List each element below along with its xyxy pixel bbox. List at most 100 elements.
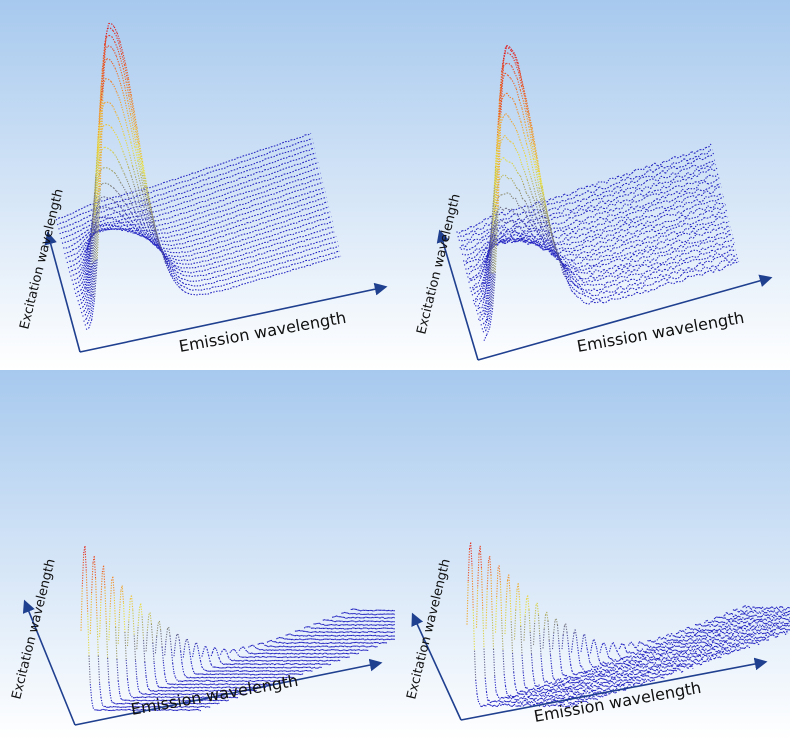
trace-18 [65, 172, 321, 259]
x-axis [79, 282, 388, 353]
trace-26 [313, 622, 395, 627]
trace-5 [117, 585, 239, 699]
trace-27 [713, 616, 790, 622]
trace-20 [462, 173, 719, 263]
panel-background [0, 370, 395, 740]
trace-4 [480, 62, 736, 326]
trace-20 [257, 642, 378, 648]
trace-1 [466, 542, 580, 708]
trace-29 [341, 611, 395, 616]
trace-14 [70, 191, 326, 277]
trace-6 [79, 78, 335, 310]
trace-16 [219, 648, 341, 662]
panel-bottom-right: Emission wavelength Excitation wavelength [395, 370, 790, 740]
panel-top-right: Emission wavelength Excitation wavelength [395, 0, 790, 370]
trace-29 [732, 608, 790, 615]
panel-bottom-left: Emission wavelength Excitation wavelength [0, 370, 395, 740]
panel-background [395, 370, 790, 740]
trace-3 [481, 52, 738, 330]
trace-30 [350, 608, 395, 612]
trace-2 [475, 545, 589, 705]
trace-22 [460, 162, 717, 251]
y-axis [44, 231, 81, 353]
trace-7 [523, 595, 637, 689]
trace-17 [66, 177, 323, 264]
trace-4 [494, 565, 608, 698]
trace-17 [618, 643, 732, 656]
trace-25 [56, 138, 313, 226]
trace-17 [229, 648, 350, 659]
y-axis [436, 229, 479, 361]
trace-11 [472, 192, 729, 302]
trace-10 [74, 167, 331, 295]
trace-8 [532, 602, 646, 686]
trace-28 [723, 612, 790, 618]
trace-26 [704, 619, 790, 625]
trace-15 [599, 642, 713, 663]
trace-21 [656, 636, 770, 643]
trace-23 [285, 633, 395, 637]
trace-28 [331, 615, 395, 619]
x-axis [460, 657, 768, 721]
trace-10 [551, 618, 665, 679]
trace-13 [192, 642, 313, 673]
trace-15 [210, 647, 332, 666]
trace-16 [608, 642, 722, 660]
trace-14 [201, 645, 323, 669]
trace-21 [61, 157, 318, 244]
trace-14 [589, 639, 704, 666]
panel-background [0, 0, 395, 370]
trace-group [456, 45, 740, 341]
trace-22 [276, 636, 395, 641]
trace-9 [154, 620, 276, 686]
trace-23 [459, 159, 716, 249]
y-axis [411, 612, 462, 721]
trace-3 [485, 555, 599, 701]
trace-group [80, 545, 395, 712]
trace-19 [637, 641, 751, 649]
trace-27 [322, 619, 395, 623]
trace-13 [580, 633, 694, 670]
trace-24 [685, 626, 790, 632]
trace-24 [294, 629, 395, 634]
trace-11 [561, 623, 675, 676]
trace-18 [238, 646, 360, 655]
trace-20 [647, 639, 760, 646]
trace-25 [303, 626, 395, 630]
trace-30 [742, 604, 790, 611]
trace-1 [85, 22, 342, 330]
trace-1 [483, 45, 740, 341]
trace-9 [542, 611, 656, 683]
trace-24 [58, 142, 314, 230]
trace-23 [675, 629, 789, 636]
trace-25 [694, 623, 790, 629]
x-axis [477, 274, 773, 361]
trace-6 [513, 583, 627, 692]
trace-19 [248, 644, 369, 652]
trace-10 [164, 626, 285, 683]
panel-top-left: Emission wavelength Excitation wavelength [0, 0, 395, 370]
trace-12 [570, 629, 684, 673]
trace-11 [173, 633, 294, 679]
trace-16 [67, 181, 324, 269]
trace-16 [467, 193, 723, 280]
trace-18 [628, 641, 741, 653]
trace-22 [666, 633, 779, 639]
trace-12 [471, 206, 728, 296]
trace-group [55, 22, 342, 330]
x-axis [74, 658, 383, 726]
trace-3 [99, 565, 220, 705]
trace-group [466, 542, 790, 708]
trace-21 [461, 167, 718, 256]
trace-4 [108, 576, 230, 702]
y-axis [22, 599, 76, 726]
trace-2 [84, 27, 340, 326]
trace-12 [182, 638, 304, 676]
trace-21 [266, 639, 388, 645]
trace-20 [63, 161, 319, 249]
trace-23 [59, 147, 315, 235]
